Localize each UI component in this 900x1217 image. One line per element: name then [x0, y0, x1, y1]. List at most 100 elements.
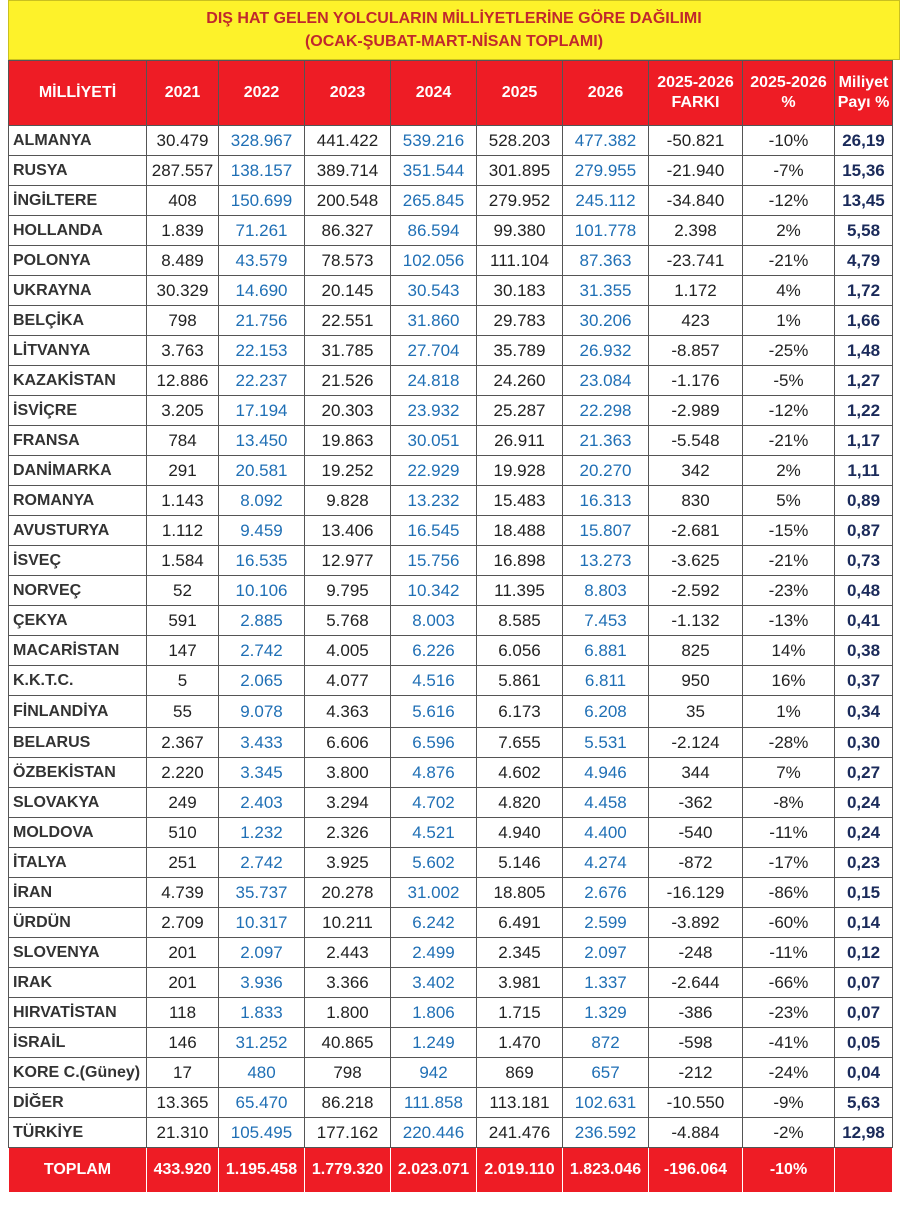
cell-nationality: DANİMARKA — [8, 455, 147, 486]
cell-y2021: 17 — [146, 1057, 219, 1088]
table-row: DİĞER 13.365 65.470 86.218 111.858 113.181 102… — [8, 1087, 893, 1118]
cell-nationality: SLOVENYA — [8, 937, 147, 968]
cell-nationality: ALMANYA — [8, 125, 147, 156]
cell-pct: 14% — [742, 635, 835, 666]
cell-y2025: 15.483 — [476, 485, 563, 516]
cell-y2021: 30.479 — [146, 125, 219, 156]
cell-share: 0,87 — [834, 515, 893, 546]
cell-y2024: 102.056 — [390, 245, 477, 276]
cell-share: 0,07 — [834, 997, 893, 1028]
cell-y2026: 245.112 — [562, 185, 649, 216]
total-2025: 2.019.110 — [476, 1147, 563, 1193]
cell-y2024: 5.616 — [390, 695, 477, 728]
cell-pct: -24% — [742, 1057, 835, 1088]
table-row: ÇEKYA 591 2.885 5.768 8.003 8.585 7.453 -1.132-… — [8, 605, 893, 636]
cell-diff: -23.741 — [648, 245, 743, 276]
cell-share: 0,04 — [834, 1057, 893, 1088]
cell-y2025: 18.805 — [476, 877, 563, 908]
cell-y2025: 18.488 — [476, 515, 563, 546]
cell-diff: -362 — [648, 787, 743, 818]
cell-pct: -41% — [742, 1027, 835, 1058]
cell-nationality: ÖZBEKİSTAN — [8, 757, 147, 788]
cell-pct: -86% — [742, 877, 835, 908]
cell-nationality: IRAK — [8, 967, 147, 998]
header-share: Miliyet Payı % — [834, 60, 893, 126]
cell-diff: -3.625 — [648, 545, 743, 576]
cell-y2023: 20.303 — [304, 395, 391, 426]
cell-y2021: 591 — [146, 605, 219, 636]
cell-y2022: 35.737 — [218, 877, 305, 908]
table-row: İRAN 4.739 35.737 20.278 31.002 18.805 2.676 -1… — [8, 877, 893, 908]
cell-y2026: 236.592 — [562, 1117, 649, 1148]
cell-y2023: 3.366 — [304, 967, 391, 998]
cell-y2026: 7.453 — [562, 605, 649, 636]
cell-y2025: 29.783 — [476, 305, 563, 336]
nationality-table: MİLLİYETİ 2021 2022 2023 2024 2025 2026 … — [8, 60, 893, 1193]
cell-y2021: 408 — [146, 185, 219, 216]
cell-y2022: 22.153 — [218, 335, 305, 366]
cell-y2023: 2.326 — [304, 817, 391, 848]
cell-y2022: 22.237 — [218, 365, 305, 396]
cell-pct: -23% — [742, 575, 835, 606]
cell-diff: -10.550 — [648, 1087, 743, 1118]
header-diff-line1: 2025-2026 — [657, 74, 734, 91]
cell-share: 5,63 — [834, 1087, 893, 1118]
cell-y2024: 351.544 — [390, 155, 477, 186]
cell-share: 0,30 — [834, 727, 893, 758]
cell-y2025: 30.183 — [476, 275, 563, 306]
cell-diff: -34.840 — [648, 185, 743, 216]
cell-y2022: 1.232 — [218, 817, 305, 848]
cell-y2022: 3.433 — [218, 727, 305, 758]
cell-nationality: POLONYA — [8, 245, 147, 276]
cell-y2024: 942 — [390, 1057, 477, 1088]
cell-y2025: 4.940 — [476, 817, 563, 848]
cell-pct: -11% — [742, 817, 835, 848]
cell-nationality: LİTVANYA — [8, 335, 147, 366]
total-2023: 1.779.320 — [304, 1147, 391, 1193]
cell-diff: 830 — [648, 485, 743, 516]
cell-y2025: 1.715 — [476, 997, 563, 1028]
cell-y2026: 21.363 — [562, 425, 649, 456]
cell-diff: -2.989 — [648, 395, 743, 426]
cell-diff: -4.884 — [648, 1117, 743, 1148]
cell-y2026: 26.932 — [562, 335, 649, 366]
cell-y2024: 4.521 — [390, 817, 477, 848]
header-nationality: MİLLİYETİ — [8, 60, 147, 126]
table-row: ALMANYA 30.479 328.967 441.422 539.216 528.20… — [8, 125, 893, 156]
cell-y2023: 20.145 — [304, 275, 391, 306]
cell-nationality: AVUSTURYA — [8, 515, 147, 546]
cell-y2021: 21.310 — [146, 1117, 219, 1148]
cell-y2023: 3.925 — [304, 847, 391, 878]
cell-y2026: 279.955 — [562, 155, 649, 186]
total-pct: -10% — [742, 1147, 835, 1193]
cell-y2022: 480 — [218, 1057, 305, 1088]
cell-y2023: 3.294 — [304, 787, 391, 818]
cell-y2025: 113.181 — [476, 1087, 563, 1118]
cell-y2025: 301.895 — [476, 155, 563, 186]
cell-share: 4,79 — [834, 245, 893, 276]
cell-y2026: 23.084 — [562, 365, 649, 396]
cell-pct: -7% — [742, 155, 835, 186]
cell-y2025: 6.173 — [476, 695, 563, 728]
cell-pct: -5% — [742, 365, 835, 396]
cell-y2021: 1.839 — [146, 215, 219, 246]
header-share-line1: Miliyet — [838, 74, 889, 91]
cell-share: 15,36 — [834, 155, 893, 186]
cell-y2023: 86.327 — [304, 215, 391, 246]
cell-y2023: 10.211 — [304, 907, 391, 938]
cell-y2021: 147 — [146, 635, 219, 666]
header-2024: 2024 — [390, 60, 477, 126]
cell-share: 0,12 — [834, 937, 893, 968]
cell-y2021: 118 — [146, 997, 219, 1028]
cell-nationality: ÜRDÜN — [8, 907, 147, 938]
cell-y2023: 9.795 — [304, 575, 391, 606]
cell-diff: -2.681 — [648, 515, 743, 546]
cell-y2021: 1.143 — [146, 485, 219, 516]
cell-diff: -386 — [648, 997, 743, 1028]
cell-diff: 35 — [648, 695, 743, 728]
cell-y2022: 2.885 — [218, 605, 305, 636]
cell-pct: -25% — [742, 335, 835, 366]
cell-pct: -21% — [742, 245, 835, 276]
cell-pct: 1% — [742, 695, 835, 728]
cell-y2024: 22.929 — [390, 455, 477, 486]
